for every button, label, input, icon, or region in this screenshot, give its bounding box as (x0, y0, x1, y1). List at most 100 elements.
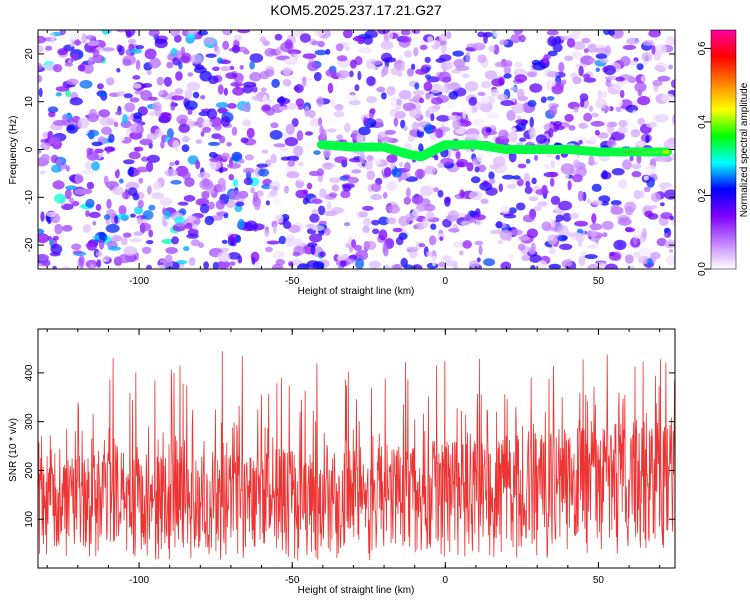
heatmap-cell (626, 264, 635, 269)
heatmap-cell (231, 126, 238, 136)
heatmap-cell (184, 222, 194, 230)
heatmap-cell (108, 133, 115, 143)
heatmap-cell (439, 54, 452, 62)
heatmap-cell (306, 182, 313, 190)
heatmap-cell (418, 243, 426, 248)
heatmap-cell (398, 90, 412, 100)
heatmap-cell (529, 116, 534, 128)
heatmap-cell (544, 163, 550, 170)
heatmap-cell (128, 48, 143, 54)
heatmap-cell (347, 176, 359, 184)
heatmap-cell (483, 33, 488, 44)
heatmap-cell (124, 102, 135, 113)
heatmap-cell (508, 131, 518, 143)
heatmap-cell (313, 71, 322, 82)
heatmap-cell (517, 243, 526, 251)
heatmap-cell (533, 205, 542, 212)
heatmap-cell (380, 40, 394, 50)
heatmap-cell (87, 40, 100, 47)
heatmap-cell (293, 238, 304, 249)
heatmap-cell (368, 260, 381, 269)
heatmap-cell (477, 164, 487, 173)
heatmap-cell (555, 154, 560, 161)
heatmap-cell (333, 110, 345, 118)
heatmap-cell (304, 131, 314, 136)
heatmap-cell (190, 239, 201, 247)
heatmap-cell (594, 129, 600, 136)
heatmap-cell (242, 119, 252, 127)
heatmap-cell (446, 31, 452, 40)
heatmap-cell (630, 129, 641, 138)
heatmap-cell (394, 111, 406, 119)
heatmap-cell (261, 149, 269, 154)
heatmap-cell (604, 263, 618, 269)
heatmap-cell (364, 160, 374, 171)
heatmap-cell (272, 224, 277, 234)
heatmap-cell (169, 161, 176, 166)
heatmap-cell (444, 196, 451, 204)
heatmap-cell (514, 74, 528, 83)
y-tick-label: 400 (24, 364, 35, 381)
heatmap-cell (329, 177, 341, 184)
heatmap-cell (573, 159, 581, 170)
heatmap-cell (372, 228, 380, 235)
heatmap-cell (424, 165, 437, 175)
heatmap-cell (213, 43, 219, 52)
heatmap-cell (125, 181, 140, 190)
heatmap-cell (191, 223, 199, 230)
heatmap-cell (595, 98, 608, 109)
heatmap-cell (586, 199, 592, 204)
heatmap-cell (625, 227, 636, 233)
heatmap-cell (590, 135, 598, 143)
heatmap-cell (229, 190, 242, 201)
heatmap-cell (232, 86, 245, 96)
heatmap-cell (50, 32, 55, 44)
heatmap-cell (265, 246, 273, 253)
heatmap-cell (625, 205, 634, 216)
heatmap-cell (636, 63, 644, 71)
heatmap-cell (600, 110, 606, 119)
heatmap-cell (425, 110, 431, 118)
heatmap-cell (663, 227, 670, 234)
heatmap-cell (170, 30, 181, 37)
heatmap-cell (183, 195, 196, 202)
heatmap-cell (632, 110, 637, 115)
heatmap-cell (559, 243, 573, 250)
heatmap-cell (619, 89, 625, 99)
heatmap-cell (178, 123, 190, 133)
heatmap-cell (343, 30, 353, 39)
heatmap-cell (280, 156, 291, 161)
heatmap-cell (474, 166, 480, 173)
heatmap-cell (634, 82, 647, 93)
heatmap-cell (531, 59, 541, 66)
heatmap-cell (88, 131, 95, 140)
heatmap-cell (146, 154, 160, 163)
heatmap-cell (228, 174, 235, 181)
heatmap-cell (316, 96, 324, 107)
heatmap-cell (452, 118, 462, 130)
heatmap-cell (106, 77, 115, 86)
heatmap-cell (138, 177, 144, 184)
heatmap-cell (426, 76, 440, 83)
heatmap-cell (104, 214, 111, 221)
heatmap-cell (581, 37, 591, 44)
heatmap-cell (114, 215, 119, 224)
heatmap-cell (66, 165, 70, 172)
heatmap-cell (535, 134, 547, 144)
heatmap-cell (148, 96, 158, 101)
heatmap-cell (626, 37, 640, 45)
heatmap-cell (515, 122, 526, 132)
heatmap-cell (553, 120, 563, 127)
heatmap-cell (525, 158, 531, 164)
colorbar-label: Normalized spectral amplitude (739, 82, 750, 217)
heatmap-cell (113, 121, 119, 128)
heatmap-cell (414, 82, 420, 90)
heatmap-cell (190, 54, 203, 64)
heatmap-cell (583, 112, 593, 122)
heatmap-cell (409, 108, 422, 119)
heatmap-cell (615, 76, 625, 82)
heatmap-cell (369, 108, 376, 115)
heatmap-cell (116, 68, 121, 73)
heatmap-cell (486, 151, 496, 156)
heatmap-cell (309, 233, 323, 243)
